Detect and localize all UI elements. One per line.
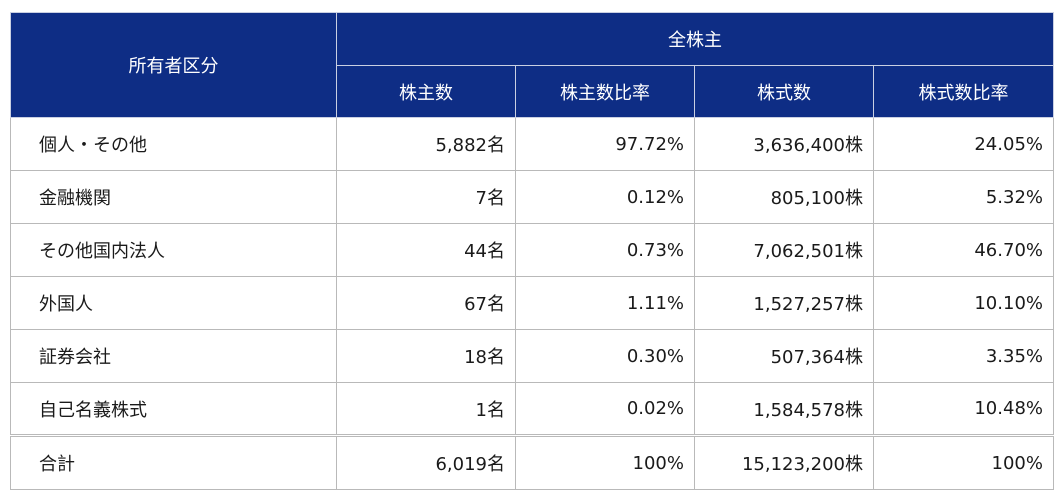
cell-holders-ratio: 0.02% bbox=[515, 382, 695, 436]
cell-holders-ratio: 0.12% bbox=[515, 170, 695, 224]
cell-shares-ratio: 5.32% bbox=[873, 170, 1054, 224]
row-label: 個人・その他 bbox=[10, 117, 337, 171]
cell-holders: 67名 bbox=[336, 276, 516, 330]
cell-shares: 7,062,501株 bbox=[694, 223, 874, 277]
table-row: 外国人 67名 1.11% 1,527,257株 10.10% bbox=[10, 276, 1054, 330]
cell-shares-ratio: 24.05% bbox=[873, 117, 1054, 171]
cell-shares: 507,364株 bbox=[694, 329, 874, 383]
cell-holders: 5,882名 bbox=[336, 117, 516, 171]
header-shares-ratio: 株式数比率 bbox=[873, 65, 1054, 118]
row-label: 証券会社 bbox=[10, 329, 337, 383]
table-row: 金融機関 7名 0.12% 805,100株 5.32% bbox=[10, 170, 1054, 224]
cell-holders-ratio: 97.72% bbox=[515, 117, 695, 171]
cell-holders: 7名 bbox=[336, 170, 516, 224]
cell-holders: 18名 bbox=[336, 329, 516, 383]
total-shares-ratio: 100% bbox=[873, 434, 1054, 490]
row-label: 外国人 bbox=[10, 276, 337, 330]
cell-shares-ratio: 10.48% bbox=[873, 382, 1054, 436]
shareholder-distribution-table-container: 所有者区分 全株主 株主数 株主数比率 株式数 株式数比率 個人・その他 5,8… bbox=[10, 12, 1054, 490]
table-row: 証券会社 18名 0.30% 507,364株 3.35% bbox=[10, 329, 1054, 383]
table-row: その他国内法人 44名 0.73% 7,062,501株 46.70% bbox=[10, 223, 1054, 277]
cell-shares: 1,584,578株 bbox=[694, 382, 874, 436]
total-shares: 15,123,200株 bbox=[694, 434, 874, 490]
cell-shares-ratio: 46.70% bbox=[873, 223, 1054, 277]
cell-shares-ratio: 3.35% bbox=[873, 329, 1054, 383]
shareholder-distribution-table: 所有者区分 全株主 株主数 株主数比率 株式数 株式数比率 個人・その他 5,8… bbox=[10, 12, 1054, 490]
cell-holders-ratio: 0.30% bbox=[515, 329, 695, 383]
header-row-columns: 株主数 株主数比率 株式数 株式数比率 bbox=[11, 65, 1054, 118]
cell-holders: 1名 bbox=[336, 382, 516, 436]
header-all-shareholders: 全株主 bbox=[336, 12, 1054, 66]
cell-holders: 44名 bbox=[336, 223, 516, 277]
table-row: 自己名義株式 1名 0.02% 1,584,578株 10.48% bbox=[10, 382, 1054, 436]
cell-holders-ratio: 0.73% bbox=[515, 223, 695, 277]
row-label: 金融機関 bbox=[10, 170, 337, 224]
row-label: その他国内法人 bbox=[10, 223, 337, 277]
cell-shares: 1,527,257株 bbox=[694, 276, 874, 330]
header-row-group: 所有者区分 全株主 bbox=[10, 12, 1054, 118]
total-holders: 6,019名 bbox=[336, 434, 516, 490]
header-shares: 株式数 bbox=[694, 65, 874, 118]
cell-shares-ratio: 10.10% bbox=[873, 276, 1054, 330]
row-label: 自己名義株式 bbox=[10, 382, 337, 436]
header-holders-ratio: 株主数比率 bbox=[515, 65, 695, 118]
total-label: 合計 bbox=[10, 434, 337, 490]
total-holders-ratio: 100% bbox=[515, 434, 695, 490]
header-holders: 株主数 bbox=[336, 65, 516, 118]
table-row: 個人・その他 5,882名 97.72% 3,636,400株 24.05% bbox=[10, 117, 1054, 171]
total-row: 合計 6,019名 100% 15,123,200株 100% bbox=[10, 434, 1054, 490]
header-category: 所有者区分 bbox=[10, 12, 337, 118]
cell-shares: 805,100株 bbox=[694, 170, 874, 224]
cell-holders-ratio: 1.11% bbox=[515, 276, 695, 330]
cell-shares: 3,636,400株 bbox=[694, 117, 874, 171]
